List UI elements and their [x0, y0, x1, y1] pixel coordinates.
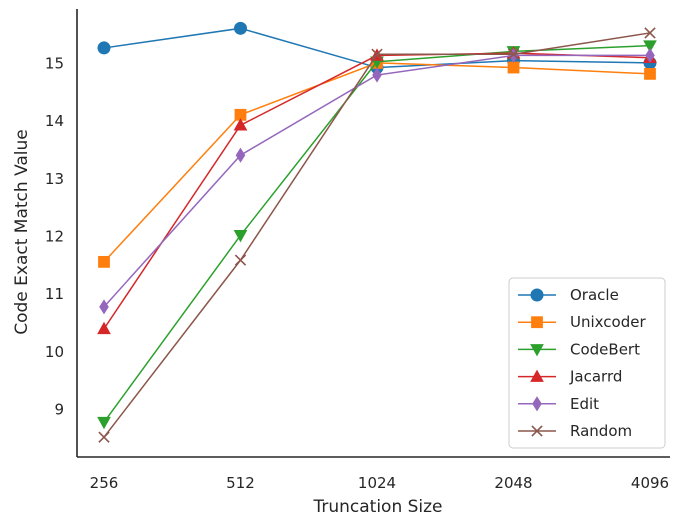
data-point [530, 288, 544, 302]
series-edit [99, 47, 655, 315]
legend-label: Edit [570, 395, 599, 413]
plot-area [76, 9, 670, 458]
y-tick-label: 10 [45, 343, 64, 361]
data-point [97, 41, 111, 55]
data-point [644, 27, 656, 39]
data-point [531, 316, 543, 329]
x-tick-label: 1024 [358, 474, 396, 492]
legend-item-random: Random [518, 422, 632, 440]
legend-item-edit: Edit [518, 395, 599, 413]
data-point [235, 147, 246, 163]
x-axis-label: Truncation Size [312, 497, 442, 517]
series-random [98, 27, 656, 443]
y-tick-label: 13 [45, 170, 64, 188]
data-point [234, 21, 247, 35]
series-unixcoder [98, 57, 656, 268]
legend-item-unixcoder: Unixcoder [518, 313, 646, 331]
data-point [532, 396, 542, 412]
series-line-unixcoder [103, 62, 651, 263]
y-tick-label: 12 [45, 228, 64, 246]
legend-item-jacarrd: Jacarrd [518, 368, 622, 386]
series-layer [97, 21, 657, 443]
x-tick-label: 512 [226, 474, 255, 492]
data-point [372, 67, 382, 83]
data-point [97, 321, 111, 335]
legend-item-codebert: CodeBert [518, 340, 640, 358]
legend-box [508, 277, 666, 449]
y-tick-label: 9 [54, 401, 64, 419]
legend-label: Random [570, 422, 632, 440]
x-tick-label: 4096 [631, 474, 669, 492]
data-point [644, 67, 656, 80]
data-point [99, 299, 109, 315]
legend-label: Oracle [570, 286, 619, 304]
data-point [98, 255, 110, 268]
y-axis-label: Code Exact Match Value [12, 129, 32, 335]
data-point [233, 230, 248, 243]
legend-label: Unixcoder [570, 313, 646, 331]
data-point [531, 425, 543, 437]
legend-item-oracle: Oracle [518, 286, 619, 304]
data-point [530, 344, 544, 357]
y-tick-label: 15 [45, 55, 64, 73]
data-point [530, 369, 544, 382]
x-tick-label: 256 [90, 474, 119, 492]
x-tick-label: 2048 [494, 474, 532, 492]
data-point [371, 48, 383, 60]
data-point [97, 416, 111, 430]
data-point [233, 118, 248, 131]
data-point [645, 47, 655, 63]
legend: Oracle Unixcoder CodeBert Jacarrd Edit Random [508, 277, 666, 449]
legend-label: Jacarrd [569, 368, 622, 386]
y-tick-label: 11 [45, 285, 64, 303]
data-point [98, 431, 110, 443]
data-point [234, 254, 247, 266]
data-point [643, 40, 657, 53]
data-point [507, 61, 520, 74]
y-tick-label: 14 [45, 112, 64, 130]
ticks-layer: 256 512 1024 2048 4096 9 10 11 12 13 14 15 [45, 55, 669, 493]
series-codebert [97, 40, 657, 430]
legend-label: CodeBert [570, 340, 640, 358]
data-point [507, 48, 520, 60]
series-line-edit [103, 54, 650, 308]
